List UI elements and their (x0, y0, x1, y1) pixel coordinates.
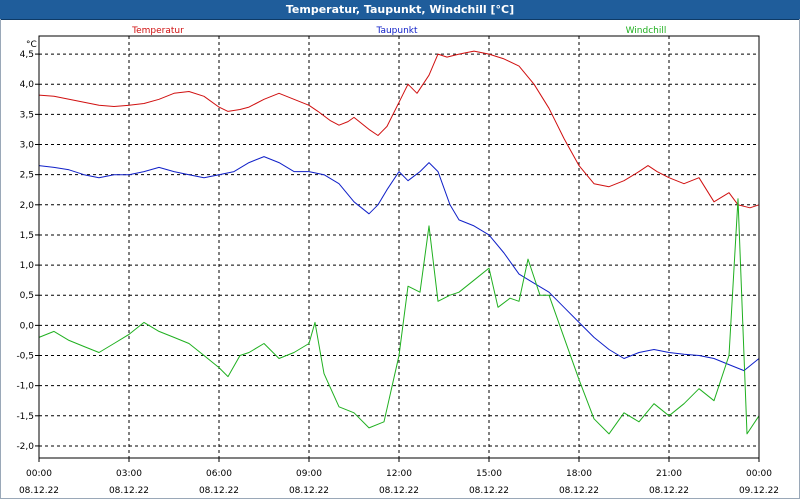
y-tick-label: 1,0 (20, 261, 35, 271)
y-axis: °C 4,5 4,0 3,5 3,0 2,5 2,0 1,5 1,0 0,5 0,0 -0,5 -1,… (16, 40, 39, 452)
window-title-bar: Temperatur, Taupunkt, Windchill [°C] (0, 0, 800, 20)
x-tick-date-label: 08.12.22 (109, 486, 149, 496)
window-title: Temperatur, Taupunkt, Windchill [°C] (285, 3, 515, 16)
x-tick-time-label: 12:00 (386, 469, 412, 479)
x-tick-date-label: 08.12.22 (649, 486, 689, 496)
y-tick-label: 4,5 (20, 50, 34, 60)
x-tick-time-label: 15:00 (476, 469, 502, 479)
series-line-windchill (38, 198, 760, 435)
x-tick-date-label: 08.12.22 (469, 486, 509, 496)
y-tick-label: 3,0 (20, 141, 35, 151)
legend-item-taupunkt: Taupunkt (375, 26, 418, 36)
y-tick-label: 0,5 (20, 291, 34, 301)
x-tick-time-label: 21:00 (656, 469, 682, 479)
y-tick-label: -1,5 (16, 412, 34, 422)
x-tick-time-label: 09:00 (296, 469, 322, 479)
series-line-taupunkt (38, 156, 760, 372)
y-tick-label: -2,0 (16, 442, 34, 452)
x-tick-time-label: 00:00 (26, 469, 52, 479)
series-group (38, 50, 760, 435)
x-tick-date-label: 08.12.22 (289, 486, 329, 496)
y-tick-label: 2,5 (20, 171, 34, 181)
y-tick-label: 2,0 (20, 201, 35, 211)
x-tick-time-label: 06:00 (206, 469, 232, 479)
series-line-temperatur (38, 50, 760, 209)
y-tick-label: -0,5 (16, 352, 34, 362)
x-tick-date-label: 08.12.22 (379, 486, 419, 496)
legend-item-temperatur: Temperatur (131, 26, 184, 36)
x-tick-date-label: 09.12.22 (739, 486, 779, 496)
x-tick-date-label: 08.12.22 (199, 486, 239, 496)
x-tick-time-label: 18:00 (566, 469, 592, 479)
x-tick-time-label: 00:00 (746, 469, 772, 479)
y-tick-label: 1,5 (20, 231, 34, 241)
legend-item-windchill: Windchill (626, 26, 667, 36)
x-tick-date-label: 08.12.22 (19, 486, 59, 496)
y-tick-label: -1,0 (16, 382, 34, 392)
y-tick-label: 4,0 (20, 80, 35, 90)
x-tick-time-label: 03:00 (116, 469, 142, 479)
legend: Temperatur Taupunkt Windchill (131, 26, 666, 36)
x-tick-date-label: 08.12.22 (559, 486, 599, 496)
y-axis-unit-label: °C (26, 40, 37, 50)
x-axis: 00:00 08.12.22 03:00 08.12.22 06:00 08.12.22 0… (19, 458, 779, 496)
y-tick-label: 0,0 (20, 321, 35, 331)
grid-lines (39, 36, 759, 458)
y-tick-label: 3,5 (20, 110, 34, 120)
